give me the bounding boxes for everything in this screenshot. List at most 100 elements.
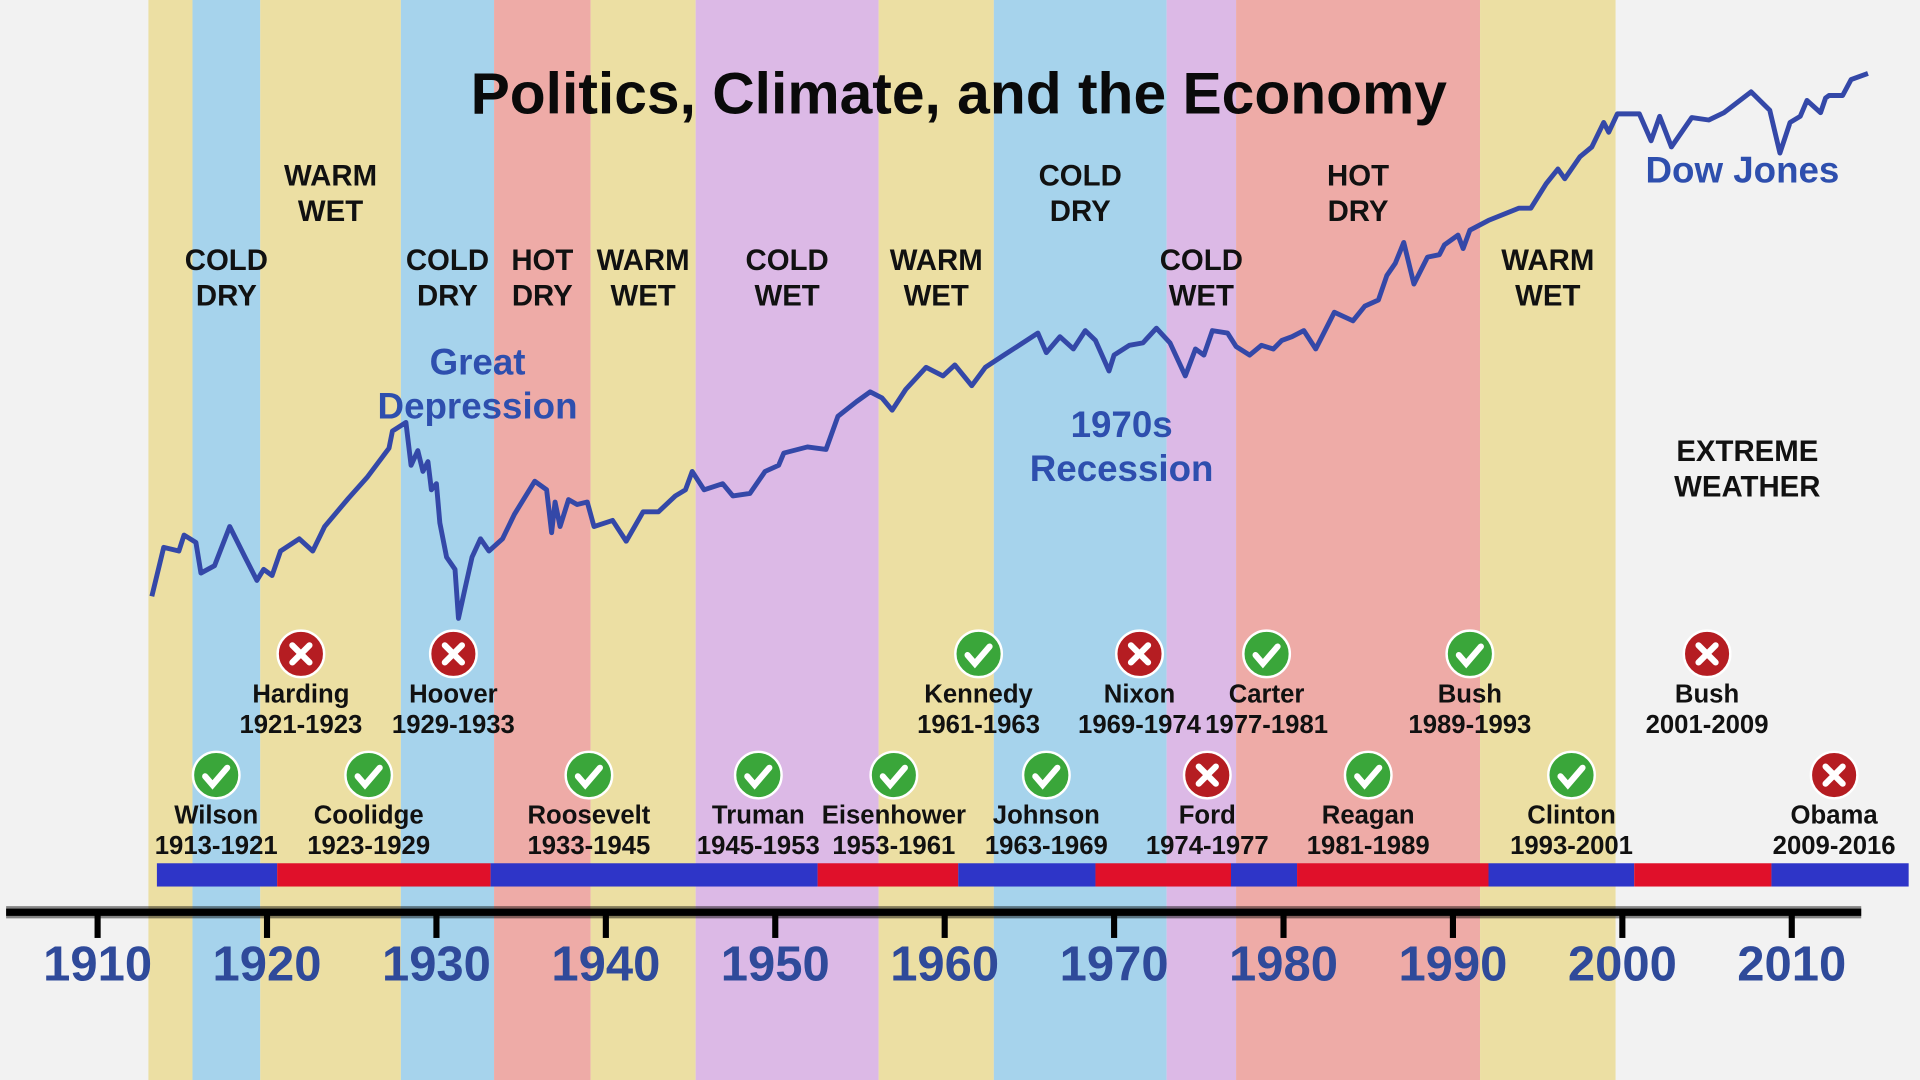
icon-circle [191, 750, 241, 800]
approval-icon [1021, 750, 1071, 800]
climate-band [993, 0, 1167, 1080]
approval-icon [1115, 629, 1165, 679]
band-label: WET [904, 279, 969, 312]
party-segment [1634, 863, 1772, 887]
icon-circle [1343, 750, 1393, 800]
party-segment [277, 863, 491, 887]
icon-glyph [964, 643, 993, 669]
x-tick-label: 1930 [382, 937, 491, 991]
climate-band [590, 0, 696, 1080]
president-term: 1945-1953 [697, 832, 820, 860]
party-segment [1771, 863, 1909, 887]
party-segment [490, 863, 818, 887]
band-label: COLD [1160, 244, 1243, 277]
president-term: 1913-1921 [155, 832, 278, 860]
president-term: 1923-1929 [307, 832, 430, 860]
party-segment [958, 863, 1096, 887]
president-term: 1969-1974 [1078, 711, 1202, 739]
band-label: WARM [284, 159, 377, 192]
icon-circle [1445, 629, 1495, 679]
band-label: DRY [196, 279, 257, 312]
party-segment [1095, 863, 1231, 887]
icon-circle [344, 750, 394, 800]
band-label: DRY [417, 279, 478, 312]
president-term: 1929-1933 [392, 711, 515, 739]
president-term: 1974-1977 [1146, 832, 1269, 860]
president-name: Obama [1791, 802, 1879, 830]
climate-band [260, 0, 401, 1080]
icon-glyph [1127, 642, 1152, 666]
party-segment [1230, 863, 1298, 887]
approval-icon [1682, 629, 1732, 679]
icon-glyph [441, 642, 466, 666]
president-term: 1953-1961 [832, 832, 955, 860]
president-name: Harding [252, 680, 349, 708]
president-name: Bush [1675, 680, 1739, 708]
party-segment [1488, 863, 1635, 887]
x-tick-label: 1960 [890, 937, 999, 991]
approval-icon [276, 629, 326, 679]
climate-band [148, 0, 193, 1080]
band-label: DRY [1328, 195, 1389, 228]
x-tick-label: 1970 [1060, 937, 1169, 991]
icon-glyph [879, 764, 908, 790]
president-term: 1989-1993 [1408, 711, 1531, 739]
president-name: Ford [1179, 802, 1236, 830]
icon-glyph [202, 764, 231, 790]
party-segment [156, 863, 278, 887]
band-label: WET [754, 279, 819, 312]
party-segment [817, 863, 959, 887]
president-name: Carter [1229, 680, 1305, 708]
annotation: Depression [378, 386, 578, 427]
x-tick-label: 1910 [43, 937, 152, 991]
band-label: WET [298, 195, 363, 228]
icon-circle [1021, 750, 1071, 800]
band-label: WARM [1501, 244, 1594, 277]
approval-icon [1809, 750, 1859, 800]
icon-glyph [289, 642, 313, 666]
president-name: Truman [712, 802, 805, 830]
series-label: Dow Jones [1646, 149, 1840, 190]
climate-bands [148, 0, 1616, 1080]
president-name: Clinton [1527, 802, 1616, 830]
band-label: WET [1515, 279, 1580, 312]
climate-band [878, 0, 994, 1080]
icon-glyph [354, 764, 383, 790]
president-term: 1963-1969 [985, 832, 1108, 860]
band-label: DRY [512, 279, 573, 312]
band-label: COLD [185, 244, 268, 277]
icon-glyph [1252, 643, 1281, 669]
approval-icon [1242, 629, 1292, 679]
annotation: Recession [1030, 448, 1214, 489]
president-name: Kennedy [924, 680, 1033, 708]
president-name: Eisenhower [822, 802, 966, 830]
band-label: WARM [597, 244, 690, 277]
band-labels: COLDDRYWARMWETCOLDDRYHOTDRYWARMWETCOLDWE… [185, 159, 1595, 312]
approval-icon [1445, 629, 1495, 679]
icon-circle [954, 629, 1004, 679]
icon-circle [1547, 750, 1597, 800]
approval-icon [954, 629, 1004, 679]
x-tick-label: 1920 [213, 937, 322, 991]
band-label: HOT [1327, 159, 1389, 192]
president-name: Coolidge [314, 802, 424, 830]
president-name: Nixon [1104, 680, 1175, 708]
president-name: Roosevelt [527, 802, 650, 830]
icon-glyph [1455, 643, 1484, 669]
presidents: Wilson1913-1921Harding1921-1923Coolidge1… [155, 629, 1909, 887]
approval-icon [344, 750, 394, 800]
president-term: 1993-2001 [1510, 832, 1633, 860]
icon-glyph [574, 764, 603, 790]
president-term: 1933-1945 [527, 832, 650, 860]
president-term: 1961-1963 [917, 711, 1040, 739]
band-label: WARM [890, 244, 983, 277]
icon-glyph [1354, 764, 1383, 790]
annotation: Great [430, 342, 526, 383]
icon-glyph [744, 764, 773, 790]
president-name: Reagan [1322, 802, 1415, 830]
climate-band [1236, 0, 1481, 1080]
president-term: 2009-2016 [1773, 832, 1896, 860]
icon-glyph [1557, 764, 1586, 790]
